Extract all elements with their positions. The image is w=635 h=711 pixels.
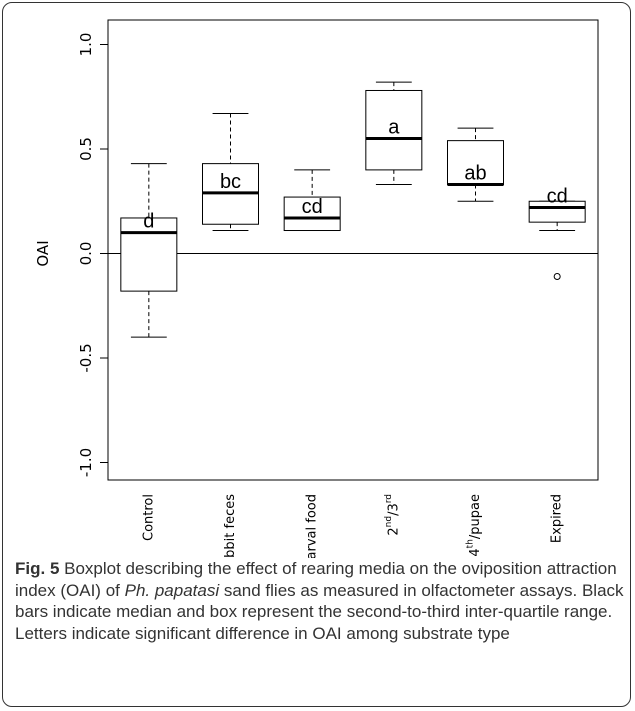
y-tick-label-0-0: 0.0 [77,242,95,266]
significance-letter-expired: cd [547,186,568,208]
significance-letter-4th-pupae: ab [464,163,486,185]
y-tick-label-1-0: -1.0 [77,448,95,477]
box-2nd-3rd [365,89,423,171]
figure-caption: Fig. 5 Boxplot describing the effect of … [15,558,625,644]
caption-text-start: Boxplot describing the effect of rearing… [15,559,617,600]
y-tick-label-0-5: -0.5 [77,343,95,372]
caption-species: Ph. papatasi [124,580,220,600]
significance-letter-control: d [143,211,154,233]
boxplot-chart: 1.0 0.5 0.0 -0.5 -1.0 OAI Control Rabbit feces L… [34,19,599,558]
caption-text-end: sand flies as measured in olfactometer a… [15,580,624,643]
significance-letter-2nd-3rd: a [388,117,400,139]
x-category-label-control: Control [141,494,156,541]
y-tick-label-1-0: 1.0 [77,33,95,57]
significance-letter-rabbit-feces: bc [220,171,241,193]
caption-figure-label: Fig. 5 [15,559,60,578]
box-control [120,217,178,292]
plot-frame [107,19,599,481]
x-category-label-larval-food: Larval food [305,494,320,558]
y-tick-label-0-5: 0.5 [77,137,95,161]
significance-letter-larval-food: cd [302,196,323,218]
x-category-label-rabbit-feces: Rabbit feces [223,494,238,558]
outlier-point-expired-0 [553,272,561,280]
box-larval-food [283,196,341,232]
x-category-label-4th-pupae: 4th/pupae [466,494,484,557]
x-category-label-expired: Expired [550,494,565,543]
x-category-label-2nd-3rd: 2nd/3rd [384,494,402,536]
y-axis-title: OAI [34,240,52,266]
